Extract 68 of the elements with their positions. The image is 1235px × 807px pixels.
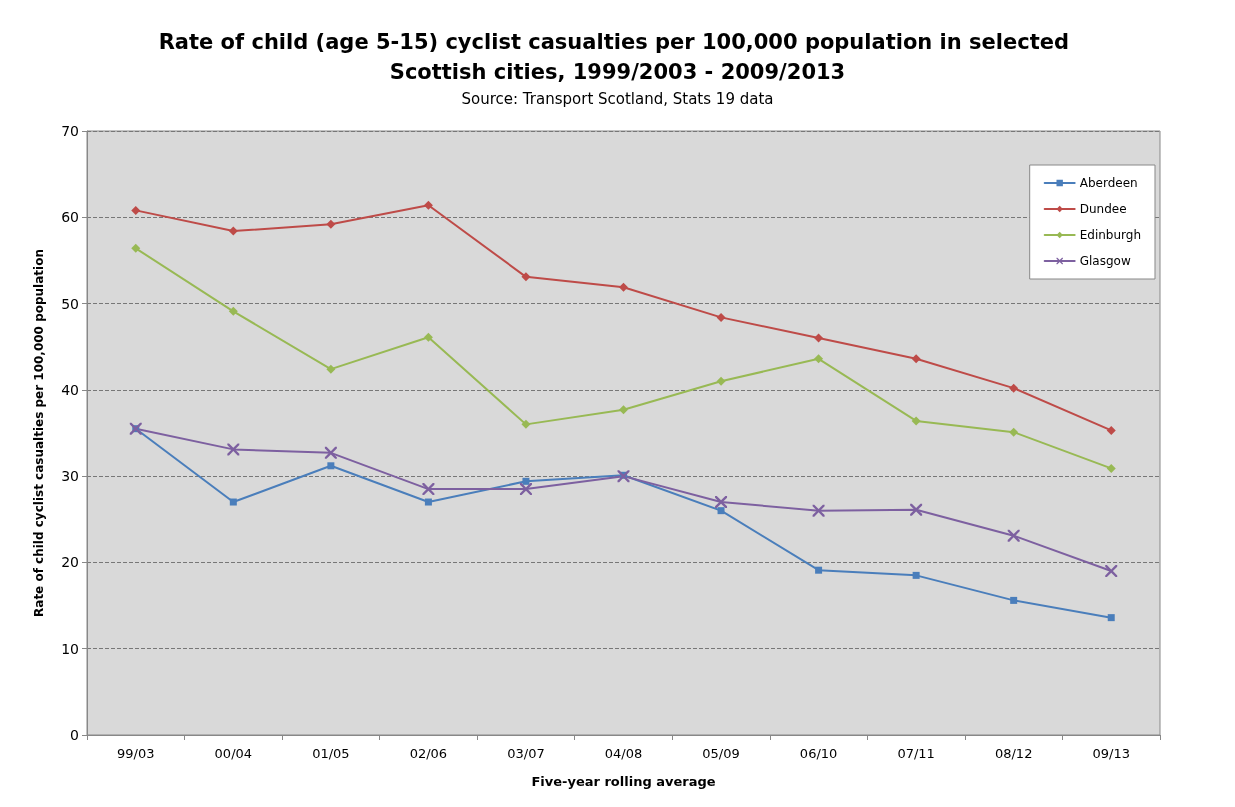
point [327, 462, 335, 470]
y-tick-label: 70 [61, 123, 79, 139]
point [521, 272, 531, 282]
point [519, 483, 532, 496]
point [1106, 463, 1116, 473]
y-tick-label: 10 [61, 640, 79, 657]
point [423, 200, 433, 210]
legend-label: Dundee [1079, 202, 1127, 216]
point [911, 354, 921, 364]
point [228, 226, 238, 236]
x-tick-label: 08/12 [994, 746, 1033, 761]
x-tick-label: 03/07 [507, 746, 545, 761]
point [521, 419, 531, 429]
point [1107, 614, 1115, 622]
y-tick-label: 0 [70, 727, 79, 743]
point [716, 376, 726, 386]
x-tick-label: 99/03 [117, 746, 155, 761]
chart-subtitle: Source: Transport Scotland, Stats 19 data [461, 89, 774, 108]
legend-label: Glasgow [1079, 254, 1131, 268]
x-tick-label: 05/09 [702, 746, 740, 761]
point [423, 332, 433, 342]
point [1106, 425, 1116, 435]
point [422, 483, 435, 496]
point [716, 312, 726, 322]
y-tick-label: 20 [61, 554, 79, 571]
point [326, 219, 336, 229]
y-tick-label: 50 [61, 295, 79, 312]
x-tick-label: 04/08 [604, 746, 643, 761]
legend-label: Aberdeen [1079, 176, 1138, 190]
chart-title: Rate of child (age 5-15) cyclist casualties per 100,000 population in selected Scottish cities, 1999/2003 - 2009/2013 [158, 30, 1077, 84]
y-axis-title: Rate of child cyclist casualties per 100,000 population [32, 249, 46, 617]
x-tick-label: 02/06 [409, 746, 448, 761]
point [324, 446, 337, 459]
point [326, 364, 336, 374]
point [131, 243, 141, 253]
point [1105, 565, 1118, 578]
point [814, 333, 824, 343]
point [229, 498, 237, 506]
point [812, 504, 825, 517]
point [619, 405, 628, 415]
point [814, 354, 824, 364]
y-tick-label: 60 [61, 209, 79, 226]
point [717, 507, 725, 515]
point [715, 496, 728, 509]
x-tick-label: 09/13 [1092, 746, 1130, 761]
point [815, 566, 823, 574]
y-tick-label: 30 [61, 468, 79, 485]
x-tick-label: 01/05 [312, 746, 350, 761]
point [619, 282, 628, 292]
point [911, 416, 921, 426]
point [227, 443, 240, 456]
point [424, 498, 432, 506]
y-tick-label: 40 [61, 381, 79, 398]
point [228, 306, 238, 316]
x-tick-label: 00/04 [214, 746, 253, 761]
point [1007, 529, 1020, 542]
point [1009, 427, 1019, 437]
legend-label: Edinburgh [1079, 228, 1142, 242]
x-tick-label: 06/10 [799, 746, 838, 761]
point [910, 503, 923, 516]
x-tick-label: 07/11 [897, 746, 935, 761]
point [1010, 596, 1018, 604]
point [1009, 383, 1019, 393]
point [522, 477, 530, 485]
point [912, 571, 920, 579]
x-axis-title: Five-year rolling average [531, 774, 716, 789]
point [617, 470, 630, 483]
point [131, 205, 141, 215]
